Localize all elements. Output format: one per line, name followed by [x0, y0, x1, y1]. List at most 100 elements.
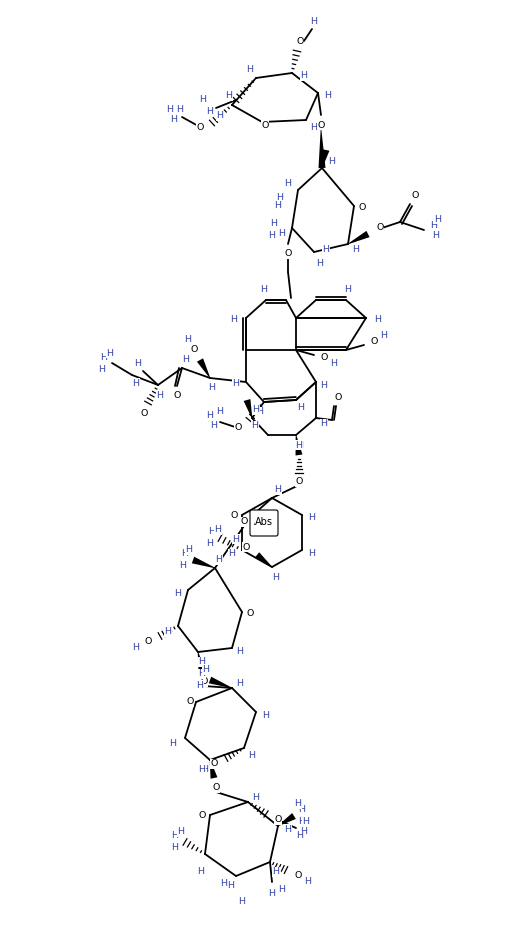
Text: O: O	[140, 408, 147, 417]
Text: H: H	[251, 422, 259, 430]
Text: H: H	[178, 827, 184, 837]
Text: H: H	[180, 560, 186, 569]
Text: H: H	[305, 878, 311, 886]
Polygon shape	[348, 231, 370, 244]
Text: H: H	[323, 244, 330, 254]
Text: O: O	[240, 518, 248, 526]
Text: H: H	[285, 180, 291, 188]
Text: H: H	[199, 670, 205, 678]
Text: H: H	[270, 218, 278, 227]
Text: O: O	[296, 36, 304, 46]
Text: O: O	[210, 759, 218, 769]
Text: H: H	[166, 105, 174, 115]
Text: H: H	[248, 751, 255, 761]
Text: H: H	[172, 844, 179, 852]
Text: H: H	[157, 390, 163, 400]
Text: H: H	[206, 106, 214, 116]
Text: H: H	[316, 259, 324, 269]
Text: H: H	[100, 352, 108, 362]
Polygon shape	[209, 676, 232, 689]
Text: H: H	[170, 116, 178, 124]
Text: H: H	[221, 880, 227, 888]
Text: H: H	[198, 867, 204, 877]
Polygon shape	[295, 435, 303, 455]
Text: O: O	[200, 677, 208, 687]
Text: H: H	[380, 331, 388, 339]
Text: H: H	[321, 382, 328, 390]
Text: O: O	[190, 346, 198, 354]
Text: H: H	[230, 315, 238, 325]
Text: O: O	[411, 192, 419, 200]
Text: H: H	[106, 349, 114, 357]
Text: H: H	[184, 335, 191, 345]
Text: H: H	[274, 485, 282, 495]
Polygon shape	[322, 149, 329, 168]
Text: H: H	[225, 91, 232, 101]
Text: O: O	[212, 784, 220, 792]
FancyBboxPatch shape	[250, 510, 278, 536]
Text: H: H	[135, 358, 141, 368]
Text: H: H	[309, 549, 315, 559]
Text: O: O	[144, 637, 152, 647]
Text: O: O	[358, 203, 366, 213]
Text: H: H	[239, 897, 245, 905]
Text: O: O	[334, 393, 342, 403]
Text: O: O	[186, 697, 194, 707]
Polygon shape	[255, 552, 272, 567]
Text: H: H	[297, 404, 305, 412]
Text: H: H	[210, 422, 218, 430]
Text: H: H	[268, 889, 275, 899]
Text: H: H	[301, 71, 308, 81]
Text: H: H	[310, 16, 317, 26]
Text: O: O	[376, 223, 383, 233]
Text: H: H	[272, 573, 280, 581]
Text: O: O	[284, 250, 292, 258]
Text: H: H	[329, 158, 335, 166]
Text: H: H	[296, 441, 304, 449]
Text: H: H	[217, 111, 224, 121]
Text: H: H	[433, 232, 439, 240]
Text: H: H	[206, 411, 214, 421]
Text: H: H	[295, 441, 303, 449]
Text: O: O	[234, 424, 242, 432]
Text: H: H	[181, 549, 188, 559]
Text: H: H	[177, 104, 183, 113]
Text: H: H	[175, 590, 181, 598]
Text: H: H	[216, 556, 223, 564]
Text: H: H	[199, 766, 205, 774]
Text: H: H	[208, 384, 216, 392]
Text: H: H	[309, 512, 315, 522]
Text: H: H	[431, 220, 437, 230]
Polygon shape	[318, 129, 326, 168]
Text: H: H	[321, 420, 328, 428]
Text: H: H	[345, 286, 352, 294]
Text: H: H	[257, 408, 264, 416]
Text: H: H	[301, 827, 308, 837]
Text: H: H	[206, 540, 214, 548]
Text: H: H	[263, 711, 269, 719]
Text: H: H	[352, 245, 359, 255]
Text: Abs: Abs	[254, 517, 273, 527]
Text: H: H	[268, 231, 275, 239]
Text: H: H	[252, 792, 260, 802]
Text: H: H	[172, 831, 179, 841]
Text: H: H	[133, 643, 139, 653]
Text: H: H	[325, 91, 331, 101]
Text: H: H	[435, 215, 441, 223]
Text: H: H	[246, 65, 253, 73]
Polygon shape	[198, 652, 205, 673]
Text: O: O	[242, 542, 250, 552]
Polygon shape	[192, 557, 215, 568]
Text: H: H	[217, 408, 224, 416]
Text: Abs: Abs	[255, 517, 273, 527]
Text: H: H	[98, 365, 105, 373]
Text: H: H	[296, 831, 304, 841]
Text: O: O	[295, 478, 303, 486]
Text: H: H	[285, 825, 291, 833]
Text: H: H	[261, 286, 267, 294]
Text: H: H	[232, 379, 240, 389]
Text: H: H	[331, 359, 337, 369]
Text: H: H	[203, 666, 209, 674]
Polygon shape	[197, 358, 210, 378]
Text: H: H	[197, 680, 203, 690]
